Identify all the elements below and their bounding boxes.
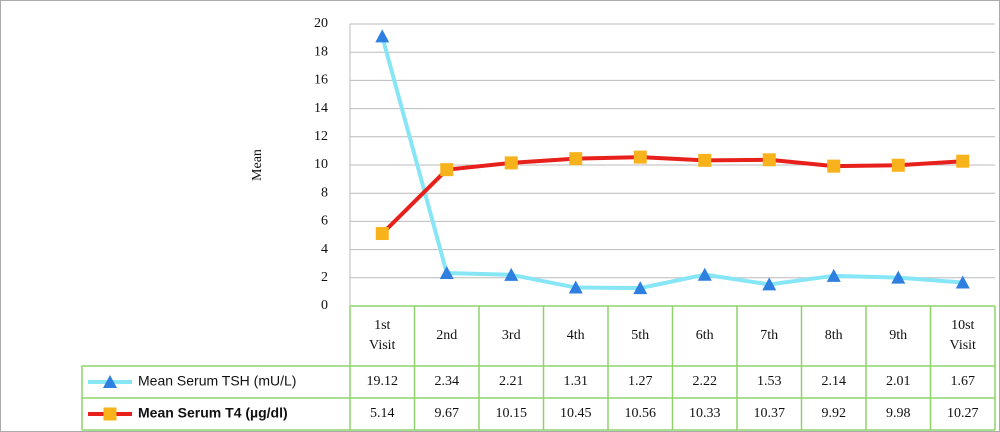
x-tick-label: 8th xyxy=(825,328,843,343)
legend-label: Mean Serum TSH (mU/L) xyxy=(138,373,296,389)
table-value: 10.27 xyxy=(947,406,979,421)
table-value: 10.45 xyxy=(560,406,592,421)
table-value: 10.33 xyxy=(689,406,721,421)
x-tick-label: 1st Visit xyxy=(369,318,395,353)
table-value: 2.14 xyxy=(822,374,847,389)
marker xyxy=(504,156,518,170)
legend-marker xyxy=(103,407,117,421)
table-value: 2.34 xyxy=(435,374,460,389)
marker xyxy=(698,153,712,167)
marker xyxy=(440,163,454,177)
marker xyxy=(375,227,389,241)
legend-label: Mean Serum T4 (µg/dl) xyxy=(138,405,288,421)
marker xyxy=(504,267,519,281)
marker xyxy=(439,266,454,280)
table-value: 9.92 xyxy=(822,406,847,421)
table-value: 2.01 xyxy=(886,374,911,389)
y-tick-label: 14 xyxy=(314,101,328,116)
y-tick-label: 20 xyxy=(314,16,328,31)
marker xyxy=(891,158,905,172)
marker xyxy=(956,154,970,168)
marker xyxy=(569,152,583,166)
table-value: 1.27 xyxy=(628,374,653,389)
marker xyxy=(827,159,841,173)
y-tick-label: 2 xyxy=(321,270,328,285)
table-value: 2.21 xyxy=(499,374,524,389)
marker xyxy=(375,29,390,43)
marker xyxy=(826,268,841,282)
x-tick-label: 10st Visit xyxy=(950,318,976,353)
table-value: 1.53 xyxy=(757,374,782,389)
x-tick-label: 7th xyxy=(760,328,778,343)
table-value: 10.15 xyxy=(496,406,528,421)
y-axis-label: Mean xyxy=(250,149,265,181)
marker xyxy=(762,153,776,167)
x-tick-label: 6th xyxy=(696,328,714,343)
series-line xyxy=(380,35,963,291)
table-value: 9.98 xyxy=(886,406,911,421)
y-tick-label: 18 xyxy=(314,44,328,59)
marker xyxy=(697,267,712,281)
x-tick-label: 4th xyxy=(567,328,585,343)
table-value: 19.12 xyxy=(367,374,399,389)
series-line xyxy=(380,155,963,235)
marker xyxy=(955,275,970,289)
x-tick-label: 3rd xyxy=(502,328,521,343)
y-tick-label: 4 xyxy=(321,242,328,257)
y-tick-label: 6 xyxy=(321,214,328,229)
y-tick-label: 8 xyxy=(321,185,328,200)
legend-marker xyxy=(103,375,117,388)
x-tick-label: 9th xyxy=(889,328,907,343)
marker xyxy=(568,280,583,294)
marker xyxy=(633,281,648,295)
y-tick-label: 12 xyxy=(314,129,328,144)
x-tick-label: 5th xyxy=(631,328,649,343)
table-value: 9.67 xyxy=(435,406,460,421)
marker xyxy=(762,277,777,291)
table-value: 2.22 xyxy=(693,374,718,389)
y-tick-label: 10 xyxy=(314,157,328,172)
marker xyxy=(891,270,906,284)
table-value: 1.31 xyxy=(564,374,589,389)
y-tick-label: 0 xyxy=(321,298,328,313)
table-value: 1.67 xyxy=(951,374,976,389)
table-value: 10.56 xyxy=(625,406,657,421)
y-tick-label: 16 xyxy=(314,73,328,88)
table-value: 5.14 xyxy=(370,406,395,421)
marker xyxy=(633,150,647,164)
table-value: 10.37 xyxy=(754,406,786,421)
x-tick-label: 2nd xyxy=(436,328,457,343)
